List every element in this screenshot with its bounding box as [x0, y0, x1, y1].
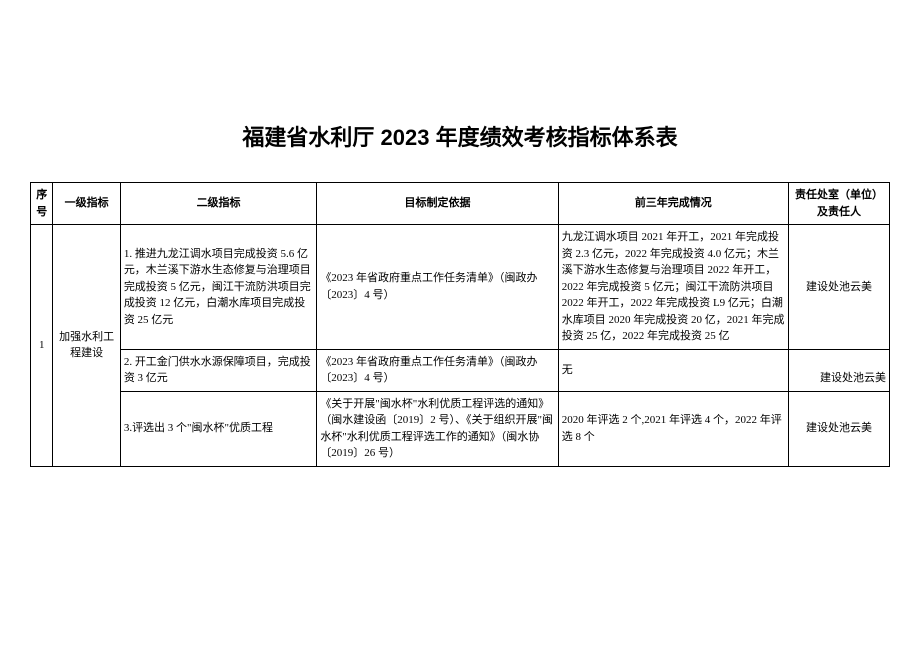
- table-row: 3.评选出 3 个"闽水杯"优质工程 《关于开展"闽水杯"水利优质工程评选的通知…: [31, 391, 890, 466]
- cell-level2: 1. 推进九龙江调水项目完成投资 5.6 亿元，木兰溪下游水生态修复与治理项目完…: [120, 225, 317, 350]
- cell-level1: 加强水利工程建设: [53, 225, 120, 467]
- cell-responsible: 建设处池云美: [788, 225, 889, 350]
- table-row: 1 加强水利工程建设 1. 推进九龙江调水项目完成投资 5.6 亿元，木兰溪下游…: [31, 225, 890, 350]
- cell-prev3: 2020 年评选 2 个,2021 年评选 4 个，2022 年评选 8 个: [558, 391, 788, 466]
- table-header-row: 序号 一级指标 二级指标 目标制定依据 前三年完成情况 责任处室（单位）及责任人: [31, 183, 890, 225]
- col-header-basis: 目标制定依据: [317, 183, 558, 225]
- page-title: 福建省水利厅 2023 年度绩效考核指标体系表: [30, 120, 890, 152]
- indicator-table: 序号 一级指标 二级指标 目标制定依据 前三年完成情况 责任处室（单位）及责任人…: [30, 182, 890, 467]
- table-row: 2. 开工金门供水水源保障项目，完成投资 3 亿元 《2023 年省政府重点工作…: [31, 349, 890, 391]
- col-header-level1: 一级指标: [53, 183, 120, 225]
- cell-basis: 《2023 年省政府重点工作任务清单》（闽政办〔2023〕4 号）: [317, 349, 558, 391]
- col-header-seq: 序号: [31, 183, 53, 225]
- cell-responsible: 建设处池云美: [788, 349, 889, 391]
- cell-responsible: 建设处池云美: [788, 391, 889, 466]
- cell-prev3: 九龙江调水项目 2021 年开工，2021 年完成投资 2.3 亿元，2022 …: [558, 225, 788, 350]
- cell-basis: 《关于开展"闽水杯"水利优质工程评选的通知》（闽水建设函〔2019〕2 号）、《…: [317, 391, 558, 466]
- col-header-responsible: 责任处室（单位）及责任人: [788, 183, 889, 225]
- cell-seq: 1: [31, 225, 53, 467]
- cell-basis: 《2023 年省政府重点工作任务清单》（闽政办〔2023〕4 号）: [317, 225, 558, 350]
- col-header-prev3: 前三年完成情况: [558, 183, 788, 225]
- cell-level2: 2. 开工金门供水水源保障项目，完成投资 3 亿元: [120, 349, 317, 391]
- cell-prev3: 无: [558, 349, 788, 391]
- col-header-level2: 二级指标: [120, 183, 317, 225]
- cell-level2: 3.评选出 3 个"闽水杯"优质工程: [120, 391, 317, 466]
